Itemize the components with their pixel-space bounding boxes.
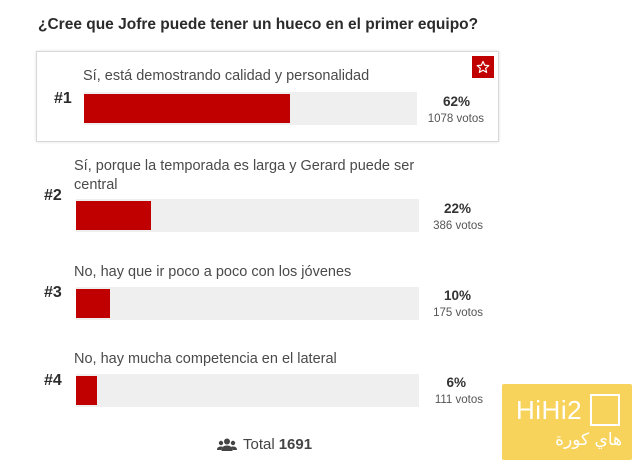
option-bar-track [76, 287, 419, 320]
option-votes: 1078 votos [427, 113, 484, 125]
users-icon [217, 438, 237, 452]
poll-option-4[interactable]: #4 No, hay mucha competencia en el later… [36, 346, 499, 416]
option-label: No, hay que ir poco a poco con los jóven… [74, 264, 352, 280]
hihi2-watermark-logo: HiHi2 هاي كورة [502, 384, 632, 460]
option-votes: 175 votos [433, 307, 483, 319]
total-value: 1691 [278, 436, 313, 453]
poll-question: ¿Cree que Jofre puede tener un hueco en … [38, 16, 479, 33]
total-label: Total [243, 436, 275, 453]
logo-arabic-text: هاي كورة [555, 430, 622, 450]
option-rank: #4 [44, 372, 62, 389]
poll-option-1[interactable]: #1 Sí, está demostrando calidad y person… [36, 51, 499, 142]
option-percent: 62% [442, 94, 470, 109]
option-percent: 10% [443, 288, 471, 303]
option-votes: 386 votos [433, 220, 483, 232]
option-votes: 111 votos [434, 394, 483, 406]
logo-latin-text: HiHi2 [516, 395, 583, 425]
star-icon [476, 60, 490, 74]
option-bar-track [84, 92, 417, 125]
option-bar-fill [76, 289, 111, 318]
option-label: Sí, porque la temporada es larga y Gerar… [74, 158, 415, 193]
option-percent: 6% [446, 375, 466, 390]
poll-option-3[interactable]: #3 No, hay que ir poco a poco con los jó… [36, 258, 499, 328]
option-label: Sí, está demostrando calidad y personali… [83, 68, 370, 84]
option-bar-fill [84, 94, 291, 123]
option-rank: #1 [54, 90, 72, 107]
option-bar-track [76, 199, 419, 232]
poll-total: Total 1691 [217, 436, 312, 453]
logo-frame [590, 394, 620, 426]
poll-option-2[interactable]: #2 Sí, porque la temporada es larga y Ge… [36, 152, 499, 242]
option-bar-fill [76, 201, 152, 230]
option-rank: #2 [44, 187, 62, 204]
option-rank: #3 [44, 284, 62, 301]
option-percent: 22% [443, 201, 471, 216]
option-bar-track [76, 374, 419, 407]
option-bar-fill [76, 376, 97, 405]
option-label: No, hay mucha competencia en el lateral [74, 351, 337, 367]
winner-star-badge [472, 56, 494, 78]
